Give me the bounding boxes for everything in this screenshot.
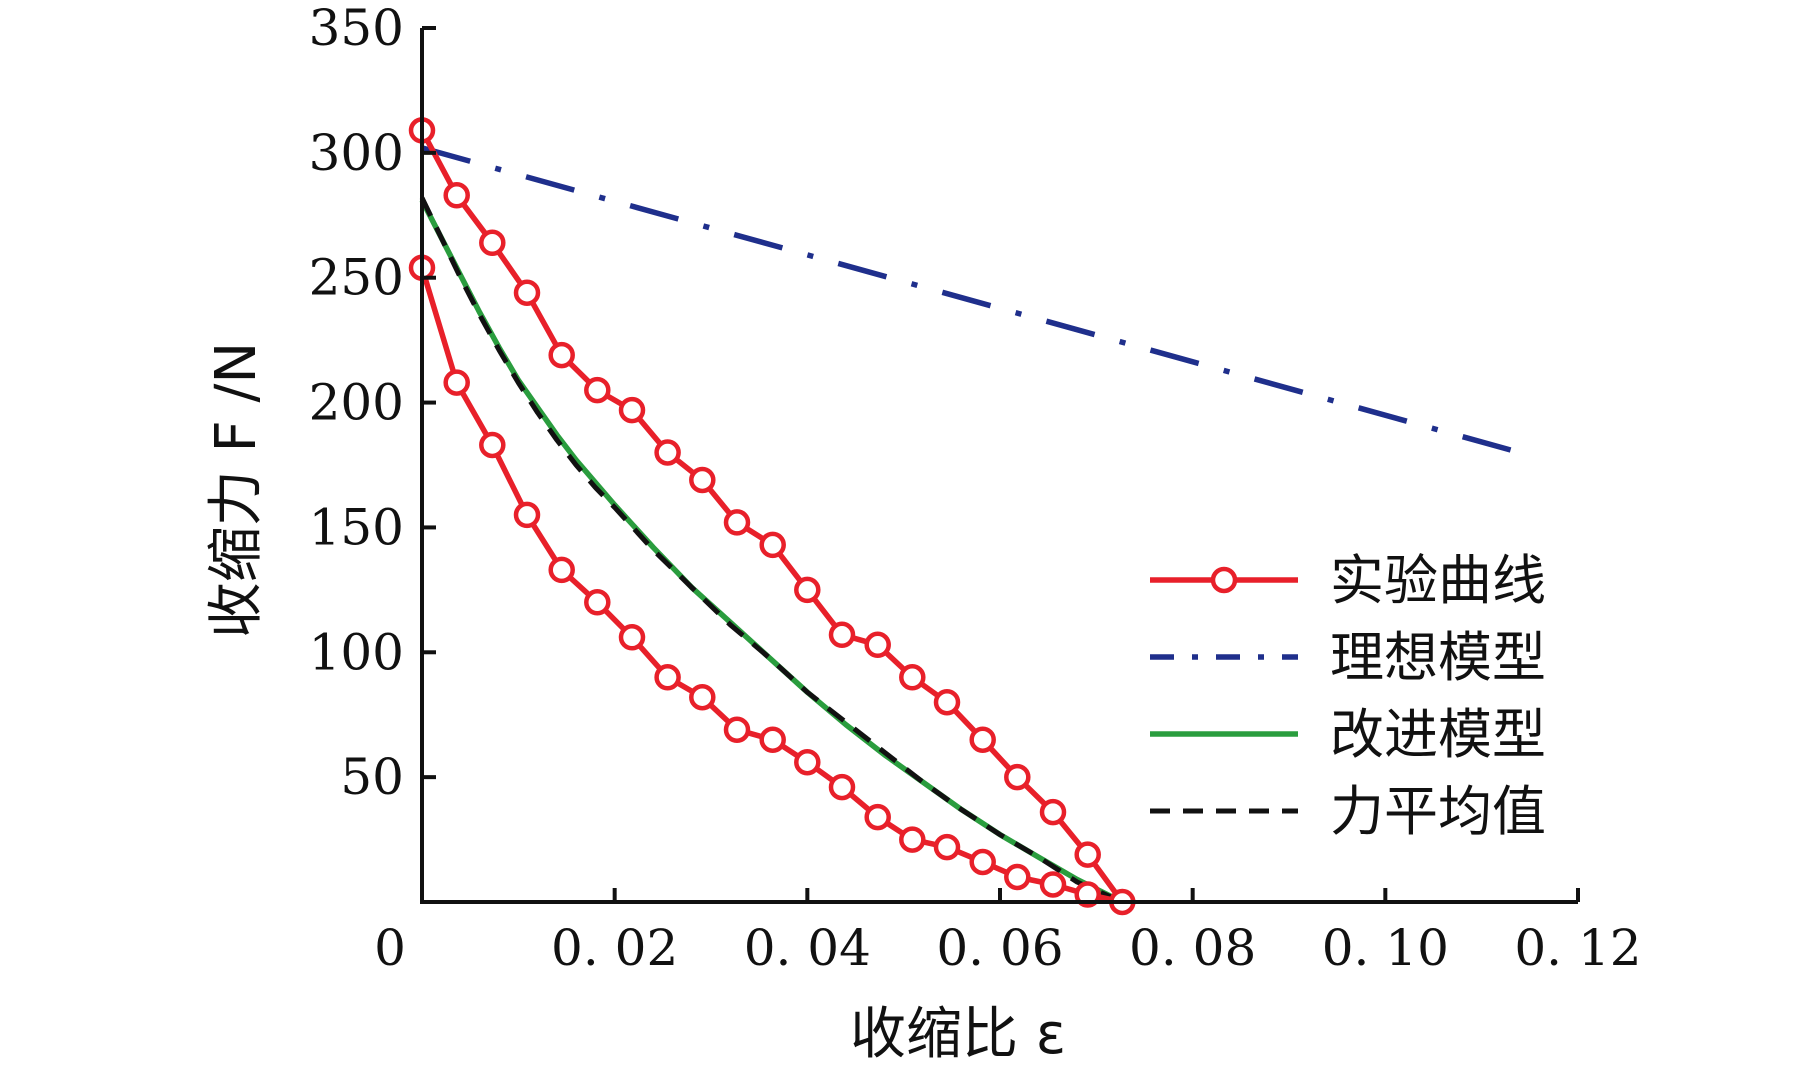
legend-label-0: 实验曲线 (1330, 549, 1546, 612)
series-0-point-14 (899, 664, 926, 691)
series-0-point-30 (759, 726, 786, 753)
plot-markers (408, 117, 1136, 916)
series-0-point-17 (1004, 763, 1031, 791)
series-line-1 (421, 145, 1512, 453)
series-0-point-19 (1074, 841, 1101, 868)
y-tick-label-6: 350 (309, 0, 404, 57)
y-tick-label-5: 300 (309, 124, 404, 182)
series-0-point-11 (794, 576, 821, 604)
axes (420, 26, 1580, 904)
series-0-point-8 (689, 466, 716, 494)
series-0-point-10 (759, 531, 786, 559)
y-tick-label-2: 150 (309, 498, 404, 556)
legend-label-2: 改进模型 (1330, 703, 1546, 766)
series-0-point-22 (1039, 871, 1067, 898)
series-0-point-12 (828, 621, 856, 649)
series-0-point-16 (969, 726, 996, 753)
series-0-point-7 (654, 439, 681, 466)
x-axis-title: 收缩比 ε (850, 1002, 1066, 1066)
series-0-point-24 (969, 848, 996, 876)
series-0-point-36 (548, 556, 575, 584)
plot-lines (419, 129, 1512, 905)
legend-label-1: 理想模型 (1330, 626, 1546, 689)
series-0-point-9 (723, 509, 751, 536)
series-0-point-5 (584, 376, 611, 404)
tick-labels: 0 0. 02 0. 04 0. 06 0. 08 0. 10 0. 12 50 100 150 2… (309, 0, 1642, 977)
series-0-point-18 (1039, 798, 1067, 826)
y-tick-label-1: 100 (309, 623, 404, 681)
x-tick-label-2: 0. 04 (744, 919, 871, 977)
x-tick-label-3: 0. 06 (936, 919, 1063, 977)
series-0-point-38 (479, 431, 506, 459)
series-0-point-25 (933, 833, 961, 861)
y-tick-label-4: 250 (309, 249, 404, 307)
y-axis-title: 收缩力 F /N (204, 342, 269, 639)
series-0-point-3 (513, 279, 541, 306)
series-0-point-37 (513, 501, 541, 529)
x-tick-label-5: 0. 10 (1322, 919, 1449, 977)
legend-marker-0 (1210, 566, 1238, 594)
series-0-point-34 (618, 624, 646, 651)
x-tick-label-1: 0. 02 (551, 919, 678, 977)
series-0-point-29 (794, 748, 821, 776)
series-0-point-1 (443, 182, 470, 209)
series-0-point-15 (933, 688, 961, 716)
series-0-point-28 (828, 773, 856, 801)
series-0-point-13 (864, 631, 891, 659)
series-0-point-33 (654, 664, 681, 691)
series-0-point-23 (1004, 863, 1031, 891)
legend-label-3: 力平均值 (1330, 780, 1546, 843)
series-0-point-2 (479, 229, 506, 257)
series-0-point-39 (443, 369, 470, 396)
series-0-point-26 (899, 826, 926, 853)
series-0-point-32 (689, 683, 716, 711)
series-0-point-35 (584, 589, 611, 616)
series-0-point-6 (618, 396, 646, 424)
series-0-point-27 (864, 803, 891, 831)
series-0-point-4 (548, 341, 575, 369)
x-tick-label-4: 0. 08 (1129, 919, 1256, 977)
y-tick-label-0: 50 (340, 748, 404, 806)
x-tick-label-0: 0 (374, 919, 406, 977)
x-tick-label-6: 0. 12 (1514, 919, 1641, 977)
series-0-point-31 (723, 716, 751, 743)
series-line-3 (419, 196, 1124, 905)
y-tick-label-3: 200 (309, 374, 404, 432)
